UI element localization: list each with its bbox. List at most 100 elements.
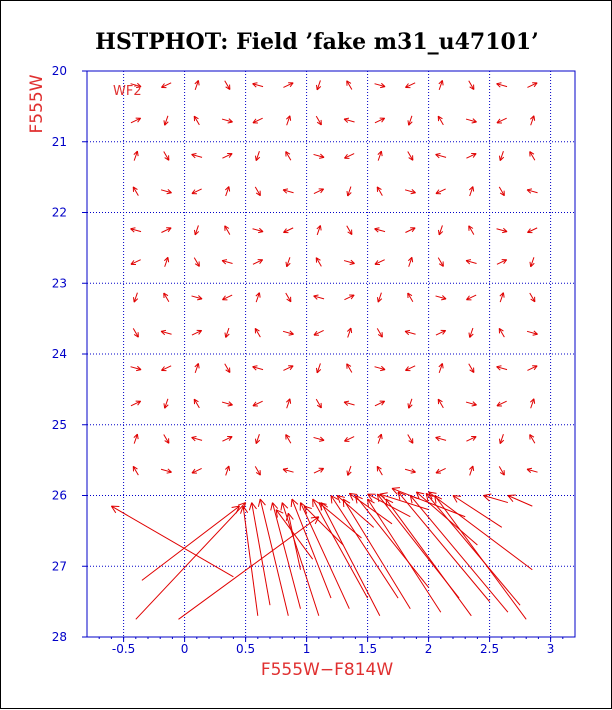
- vector-arrow: [378, 434, 382, 443]
- vector-head: [502, 232, 507, 233]
- vector-arrow: [222, 436, 232, 441]
- vector-head: [380, 87, 385, 88]
- vector-arrow: [164, 152, 169, 161]
- vector-arrow: [375, 83, 385, 87]
- vector-arrow: [347, 187, 351, 196]
- vector-arrow: [316, 116, 321, 125]
- vector-arrow: [347, 328, 351, 337]
- vector-arrow: [164, 293, 169, 302]
- vector-arrow: [314, 295, 324, 299]
- vector-arrow: [316, 363, 320, 372]
- vector-arrow: [344, 154, 354, 159]
- vector-arrow: [286, 293, 291, 302]
- vector-head: [249, 503, 251, 511]
- vector-shaft: [288, 513, 300, 570]
- vector-arrow: [131, 260, 141, 265]
- vector-arrow: [304, 506, 343, 545]
- vector-arrow: [344, 260, 354, 264]
- vector-head: [473, 187, 474, 192]
- y-tick-label: 25: [52, 418, 67, 432]
- vector-head: [441, 299, 446, 300]
- vector-head: [290, 399, 291, 404]
- chart-title: HSTPHOT: Field ’fake m31_u47101’: [95, 29, 539, 55]
- vector-arrow: [408, 399, 412, 408]
- vector-arrow: [530, 435, 535, 444]
- vector-arrow: [161, 83, 171, 88]
- vector-arrow: [194, 116, 199, 125]
- vector-head: [405, 330, 410, 331]
- vector-arrow: [527, 331, 537, 335]
- vector-arrow: [222, 119, 232, 123]
- vector-arrow: [222, 260, 232, 264]
- vector-arrow: [438, 116, 443, 125]
- vector-arrow: [500, 293, 504, 302]
- vector-arrow: [466, 295, 476, 300]
- vector-shaft: [386, 499, 471, 616]
- vector-head: [192, 436, 197, 437]
- vector-arrow: [497, 118, 507, 123]
- vector-head: [473, 466, 474, 471]
- y-tick-label: 27: [52, 559, 67, 573]
- y-tick-label: 21: [52, 135, 67, 149]
- vector-head: [442, 363, 443, 368]
- vector-arrow: [192, 189, 202, 194]
- vector-arrow: [131, 366, 141, 370]
- vector-head: [375, 228, 380, 229]
- vector-arrow: [435, 496, 527, 620]
- vector-arrow: [499, 151, 503, 160]
- vector-arrow: [255, 187, 260, 196]
- vector-arrow: [316, 80, 320, 89]
- vector-head: [527, 468, 532, 469]
- vector-shaft: [142, 506, 240, 580]
- vector-arrow: [405, 83, 415, 88]
- vector-arrow: [164, 435, 169, 444]
- vector-head: [228, 405, 233, 406]
- vector-head: [377, 297, 378, 302]
- vector-arrow: [405, 228, 415, 233]
- vector-arrow: [436, 330, 446, 335]
- vector-head: [253, 83, 258, 84]
- vector-arrow: [161, 228, 171, 233]
- vector-arrow: [133, 187, 138, 196]
- vector-head: [411, 472, 416, 473]
- vector-arrow: [530, 152, 535, 161]
- vector-head: [164, 403, 165, 408]
- vector-arrow: [436, 436, 446, 440]
- vector-arrow: [499, 434, 503, 443]
- vector-arrow: [438, 399, 443, 408]
- vector-arrow: [408, 293, 413, 302]
- vector-arrow: [256, 293, 260, 302]
- vector-arrow: [375, 118, 385, 123]
- vector-arrow: [131, 228, 141, 232]
- vector-arrow: [249, 503, 270, 606]
- vector-arrow: [253, 401, 263, 406]
- vector-head: [466, 260, 471, 261]
- vector-arrow: [405, 189, 415, 193]
- vector-arrow: [499, 328, 504, 337]
- vector-arrow: [344, 437, 354, 442]
- vector-arrow: [286, 257, 290, 266]
- vector-head: [527, 189, 532, 190]
- vector-arrow: [466, 260, 476, 264]
- vector-arrow: [347, 81, 352, 90]
- vector-arrow: [508, 495, 532, 506]
- vector-head: [499, 439, 500, 444]
- vector-head: [229, 466, 230, 471]
- vector-arrow: [375, 366, 385, 370]
- x-tick-label: 0.5: [236, 642, 255, 656]
- vector-arrow: [225, 328, 229, 337]
- vector-head: [412, 257, 413, 262]
- vector-shaft: [136, 503, 246, 620]
- vector-arrow: [497, 366, 507, 370]
- vector-head: [197, 299, 202, 300]
- vector-arrow: [300, 503, 349, 609]
- vector-head: [291, 499, 292, 507]
- vector-arrow: [283, 366, 293, 371]
- vector-arrow: [347, 364, 352, 373]
- vector-head: [316, 368, 317, 373]
- vector-shaft: [331, 496, 398, 599]
- vector-arrow: [405, 330, 415, 334]
- vector-arrow: [194, 225, 198, 234]
- data-layer: [111, 80, 537, 619]
